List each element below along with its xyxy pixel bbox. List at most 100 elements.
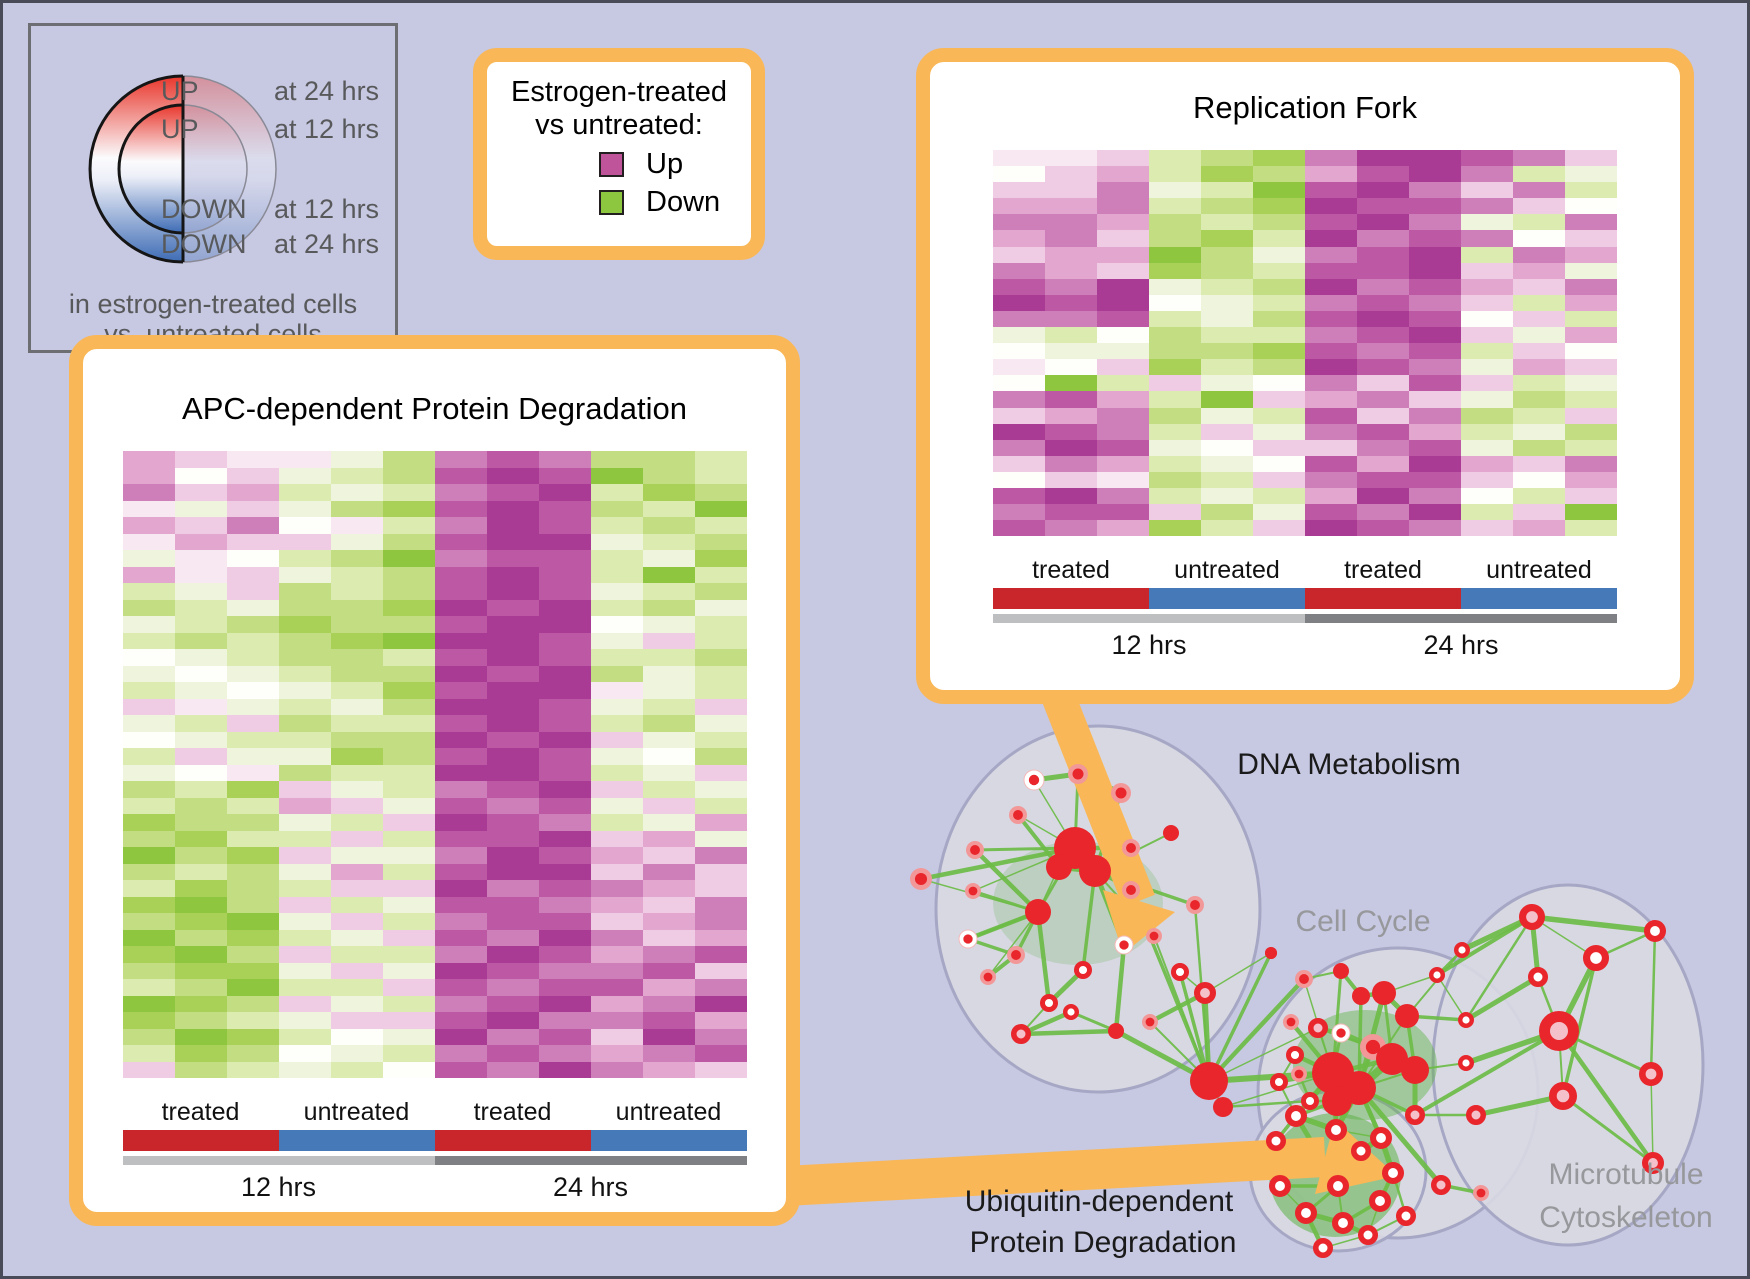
heatmap-cell [382, 847, 435, 864]
treated-bar [122, 1130, 279, 1151]
heatmap-cell [1357, 310, 1409, 328]
gene-node-red-core [1072, 768, 1084, 780]
heatmap-cell [382, 929, 435, 946]
heatmap-cell [642, 896, 695, 913]
heatmap-cell [382, 616, 435, 633]
heatmap-cell [434, 715, 487, 732]
heatmap-cell [1461, 198, 1513, 215]
heatmap-cell [993, 214, 1045, 231]
heatmap-cell [1461, 214, 1513, 231]
heatmap-cell [694, 995, 747, 1012]
heatmap-cell [1357, 520, 1409, 537]
heatmap-cell [226, 517, 279, 534]
heatmap-cell [1097, 423, 1149, 440]
heatmap-cell [1565, 214, 1617, 231]
heatmap-cell [382, 1061, 435, 1078]
heatmap-row [122, 698, 747, 715]
heatmap-cell [330, 880, 383, 897]
heatmap-cell [382, 979, 435, 996]
heatmap-cell [1201, 310, 1253, 328]
heatmap-cell [1305, 166, 1357, 183]
heatmap-cell [694, 533, 747, 550]
heatmap-cell [382, 566, 435, 583]
network-edge [1221, 1099, 1312, 1109]
heatmap-cell [122, 929, 175, 946]
gene-node-ring-white [1370, 1127, 1393, 1150]
heatmap-row [993, 310, 1617, 328]
heatmap-cell [1253, 391, 1305, 408]
heatmap-cell [694, 797, 747, 814]
heatmap-cell [278, 896, 331, 913]
heatmap-cell [694, 979, 747, 996]
heatmap-row [993, 423, 1617, 440]
key-time: at 12 hrs [274, 194, 380, 224]
heatmap-cell [174, 830, 227, 847]
heatmap-cell [1409, 455, 1461, 472]
gene-node-solid [1163, 825, 1179, 841]
heatmap-cell [1461, 423, 1513, 440]
bar-12hrs [993, 614, 1305, 624]
heatmap-row [122, 995, 747, 1012]
heatmap-cell [434, 1012, 487, 1029]
heatmap-cell [226, 583, 279, 600]
heatmap-cell [486, 913, 539, 930]
heatmap-cell [382, 715, 435, 732]
heatmap-row [993, 391, 1617, 408]
heatmap-cell [382, 698, 435, 715]
heatmap-cell [1149, 150, 1201, 167]
heatmap-cell [1461, 166, 1513, 183]
heatmap-cell [278, 929, 331, 946]
heatmap-cell [278, 550, 331, 567]
heatmap-row [122, 715, 747, 732]
heatmap-cell [382, 896, 435, 913]
heatmap-cell [538, 484, 591, 501]
heatmap-cell [1409, 310, 1461, 328]
heatmap-cell [1305, 439, 1357, 456]
heatmap-cell [694, 1045, 747, 1062]
heatmap-cell [1513, 150, 1565, 167]
heatmap-cell [538, 731, 591, 748]
heatmap-cell [434, 863, 487, 880]
heatmap-cell [1201, 359, 1253, 376]
heatmap-row [122, 1045, 747, 1062]
heatmap-cell [1565, 182, 1617, 199]
heatmap-cell [1461, 182, 1513, 199]
heatmap-row [122, 583, 747, 600]
heatmap-cell [993, 327, 1045, 344]
heatmap-cell [1045, 375, 1097, 392]
heatmap-cell [1253, 278, 1305, 295]
heatmap-cell [1513, 310, 1565, 328]
heatmap-cell [1201, 150, 1253, 167]
heatmap-cell [1513, 262, 1565, 279]
heatmap-cell [330, 797, 383, 814]
gene-node-ring-white [1369, 1190, 1392, 1213]
heatmap-cell [1149, 407, 1201, 424]
heatmap-cell [642, 632, 695, 649]
heatmap-cell [330, 731, 383, 748]
gene-node-ring-white [1644, 920, 1667, 943]
key-direction: UP [161, 76, 199, 106]
heatmap-cell [1409, 262, 1461, 279]
heatmap-row [122, 1061, 747, 1078]
heatmap-cell [330, 616, 383, 633]
heatmap-cell [226, 665, 279, 682]
heatmap-row [122, 500, 747, 517]
heatmap-cell [1305, 182, 1357, 199]
heatmap-row [122, 880, 747, 897]
gene-node-solid [1322, 1086, 1352, 1116]
heatmap-cell [1305, 375, 1357, 392]
gene-node-solid [1395, 1004, 1419, 1028]
heatmap-cell [1461, 487, 1513, 505]
heatmap-cell [434, 533, 487, 550]
heatmap-cell [278, 715, 331, 732]
heatmap-cell [694, 500, 747, 517]
heatmap-cell [174, 698, 227, 715]
heatmap-cell [993, 439, 1045, 456]
heatmap-cell [1253, 166, 1305, 183]
heatmap-cell [694, 566, 747, 583]
network-edge [1464, 915, 1534, 1022]
heatmap-cell [382, 1045, 435, 1062]
heatmap-cell [486, 995, 539, 1012]
cluster-label-ubiquitin-line1: Ubiquitin-dependent [964, 1185, 1234, 1218]
heatmap-cell [590, 682, 643, 699]
